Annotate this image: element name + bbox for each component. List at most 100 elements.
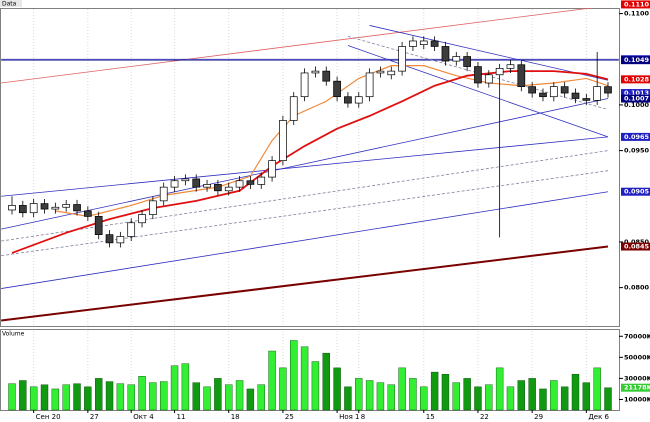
volume-bar — [517, 380, 526, 411]
trend-line — [347, 45, 609, 138]
candle-body — [170, 180, 179, 188]
candle-body — [333, 80, 341, 98]
x-tick-label: 8 — [361, 413, 365, 421]
y-tick-label: 0.0950 — [624, 147, 650, 155]
y-tick-label: 0.1000 — [624, 101, 650, 109]
candle-body — [398, 46, 406, 72]
candle-body — [322, 70, 331, 82]
volume-bar — [409, 378, 417, 411]
volume-bar — [593, 367, 601, 411]
candle-body — [279, 120, 287, 161]
candle-body — [311, 70, 320, 74]
trend-line — [1, 136, 609, 197]
volume-marker — [621, 383, 650, 392]
volume-bar — [420, 386, 428, 411]
volume-bar — [181, 363, 190, 411]
volume-bar — [550, 380, 558, 411]
candle-body — [506, 64, 515, 69]
candle-body — [571, 92, 580, 99]
candle-body — [18, 205, 27, 214]
volume-bar — [604, 387, 612, 411]
trend-line — [1, 8, 594, 84]
x-tick-label: 15 — [426, 413, 435, 421]
title-box — [0, 0, 22, 7]
volume-bar — [8, 383, 16, 411]
volume-bar — [246, 388, 255, 411]
volume-tick-label: 70000K — [624, 332, 650, 340]
trend-line — [1, 170, 609, 257]
candle-body — [235, 180, 244, 188]
volume-bar — [279, 367, 287, 411]
candle-body — [51, 206, 60, 210]
candle-body — [181, 178, 190, 182]
candle-body — [300, 72, 309, 98]
candle-body — [463, 56, 471, 67]
axis: 0.1100 0.1000 0.0950 0.0850 0.0800 70000K 5000… — [33, 0, 650, 421]
candle-body — [441, 46, 450, 62]
candle-body — [73, 204, 81, 212]
volume-panel — [0, 329, 620, 411]
volume-bar — [62, 384, 70, 411]
candle-body — [517, 64, 526, 88]
volume-bar — [539, 388, 547, 411]
x-tick-label: Сен 20 — [36, 413, 61, 421]
x-tick-label: Ноя 1 — [339, 413, 359, 421]
price-marker — [621, 187, 650, 196]
price-marker-label: 0.1049 — [624, 56, 650, 64]
price-marker-label: 0.1013 — [624, 89, 649, 97]
candle-body — [116, 236, 125, 244]
volume-bar — [311, 361, 320, 411]
volume-bar — [203, 386, 211, 411]
volume-tick-label: 10000K — [624, 395, 650, 403]
price-marker — [621, 0, 650, 9]
moving-average — [55, 65, 609, 217]
volume-bars — [8, 340, 612, 411]
candle-body — [604, 86, 612, 94]
candle-body — [409, 40, 417, 47]
candle-body — [539, 92, 547, 98]
volume-bar — [192, 382, 200, 411]
price-marker-label: 0.0905 — [624, 188, 650, 196]
trend-line — [1, 191, 609, 289]
candle-body — [127, 222, 136, 237]
volume-bar — [138, 376, 146, 411]
volume-bar — [365, 380, 374, 411]
candle-body — [159, 186, 168, 202]
volume-bar — [463, 378, 471, 411]
candle-body — [289, 96, 298, 121]
volume-bar — [225, 384, 233, 411]
candle-body — [495, 68, 504, 76]
volume-bar — [441, 373, 450, 411]
candle-body — [549, 86, 558, 98]
candle-body — [62, 204, 71, 208]
x-tick-label: 18 — [231, 413, 240, 421]
price-marker-label: 0.0965 — [624, 133, 650, 141]
candle-body — [105, 234, 114, 244]
trend-line — [1, 98, 609, 230]
x-tick-label: Окт 4 — [133, 413, 154, 421]
candle-body — [452, 56, 461, 62]
volume-bar — [333, 367, 341, 411]
candle-body — [224, 186, 233, 192]
volume-title: Volume — [2, 331, 25, 338]
candle-body — [29, 203, 38, 214]
volume-bar — [582, 382, 591, 411]
price-marker — [621, 89, 650, 98]
candle-body — [419, 40, 428, 45]
x-tick-label: 22 — [480, 413, 489, 421]
x-tick-label: 25 — [285, 413, 294, 421]
volume-bar — [40, 384, 49, 411]
volume-bar — [235, 380, 244, 411]
candle-body — [192, 178, 201, 188]
volume-marker-label: 21178K — [624, 384, 650, 392]
price-marker — [621, 132, 650, 141]
x-tick-label: 11 — [177, 413, 186, 421]
y-tick-label: 0.0850 — [624, 238, 650, 246]
volume-bar — [571, 373, 580, 411]
candle-body — [484, 74, 493, 84]
volume-bar — [94, 378, 103, 411]
candle-body — [214, 184, 222, 192]
volume-bar — [19, 380, 27, 411]
volume-bar — [560, 386, 569, 411]
